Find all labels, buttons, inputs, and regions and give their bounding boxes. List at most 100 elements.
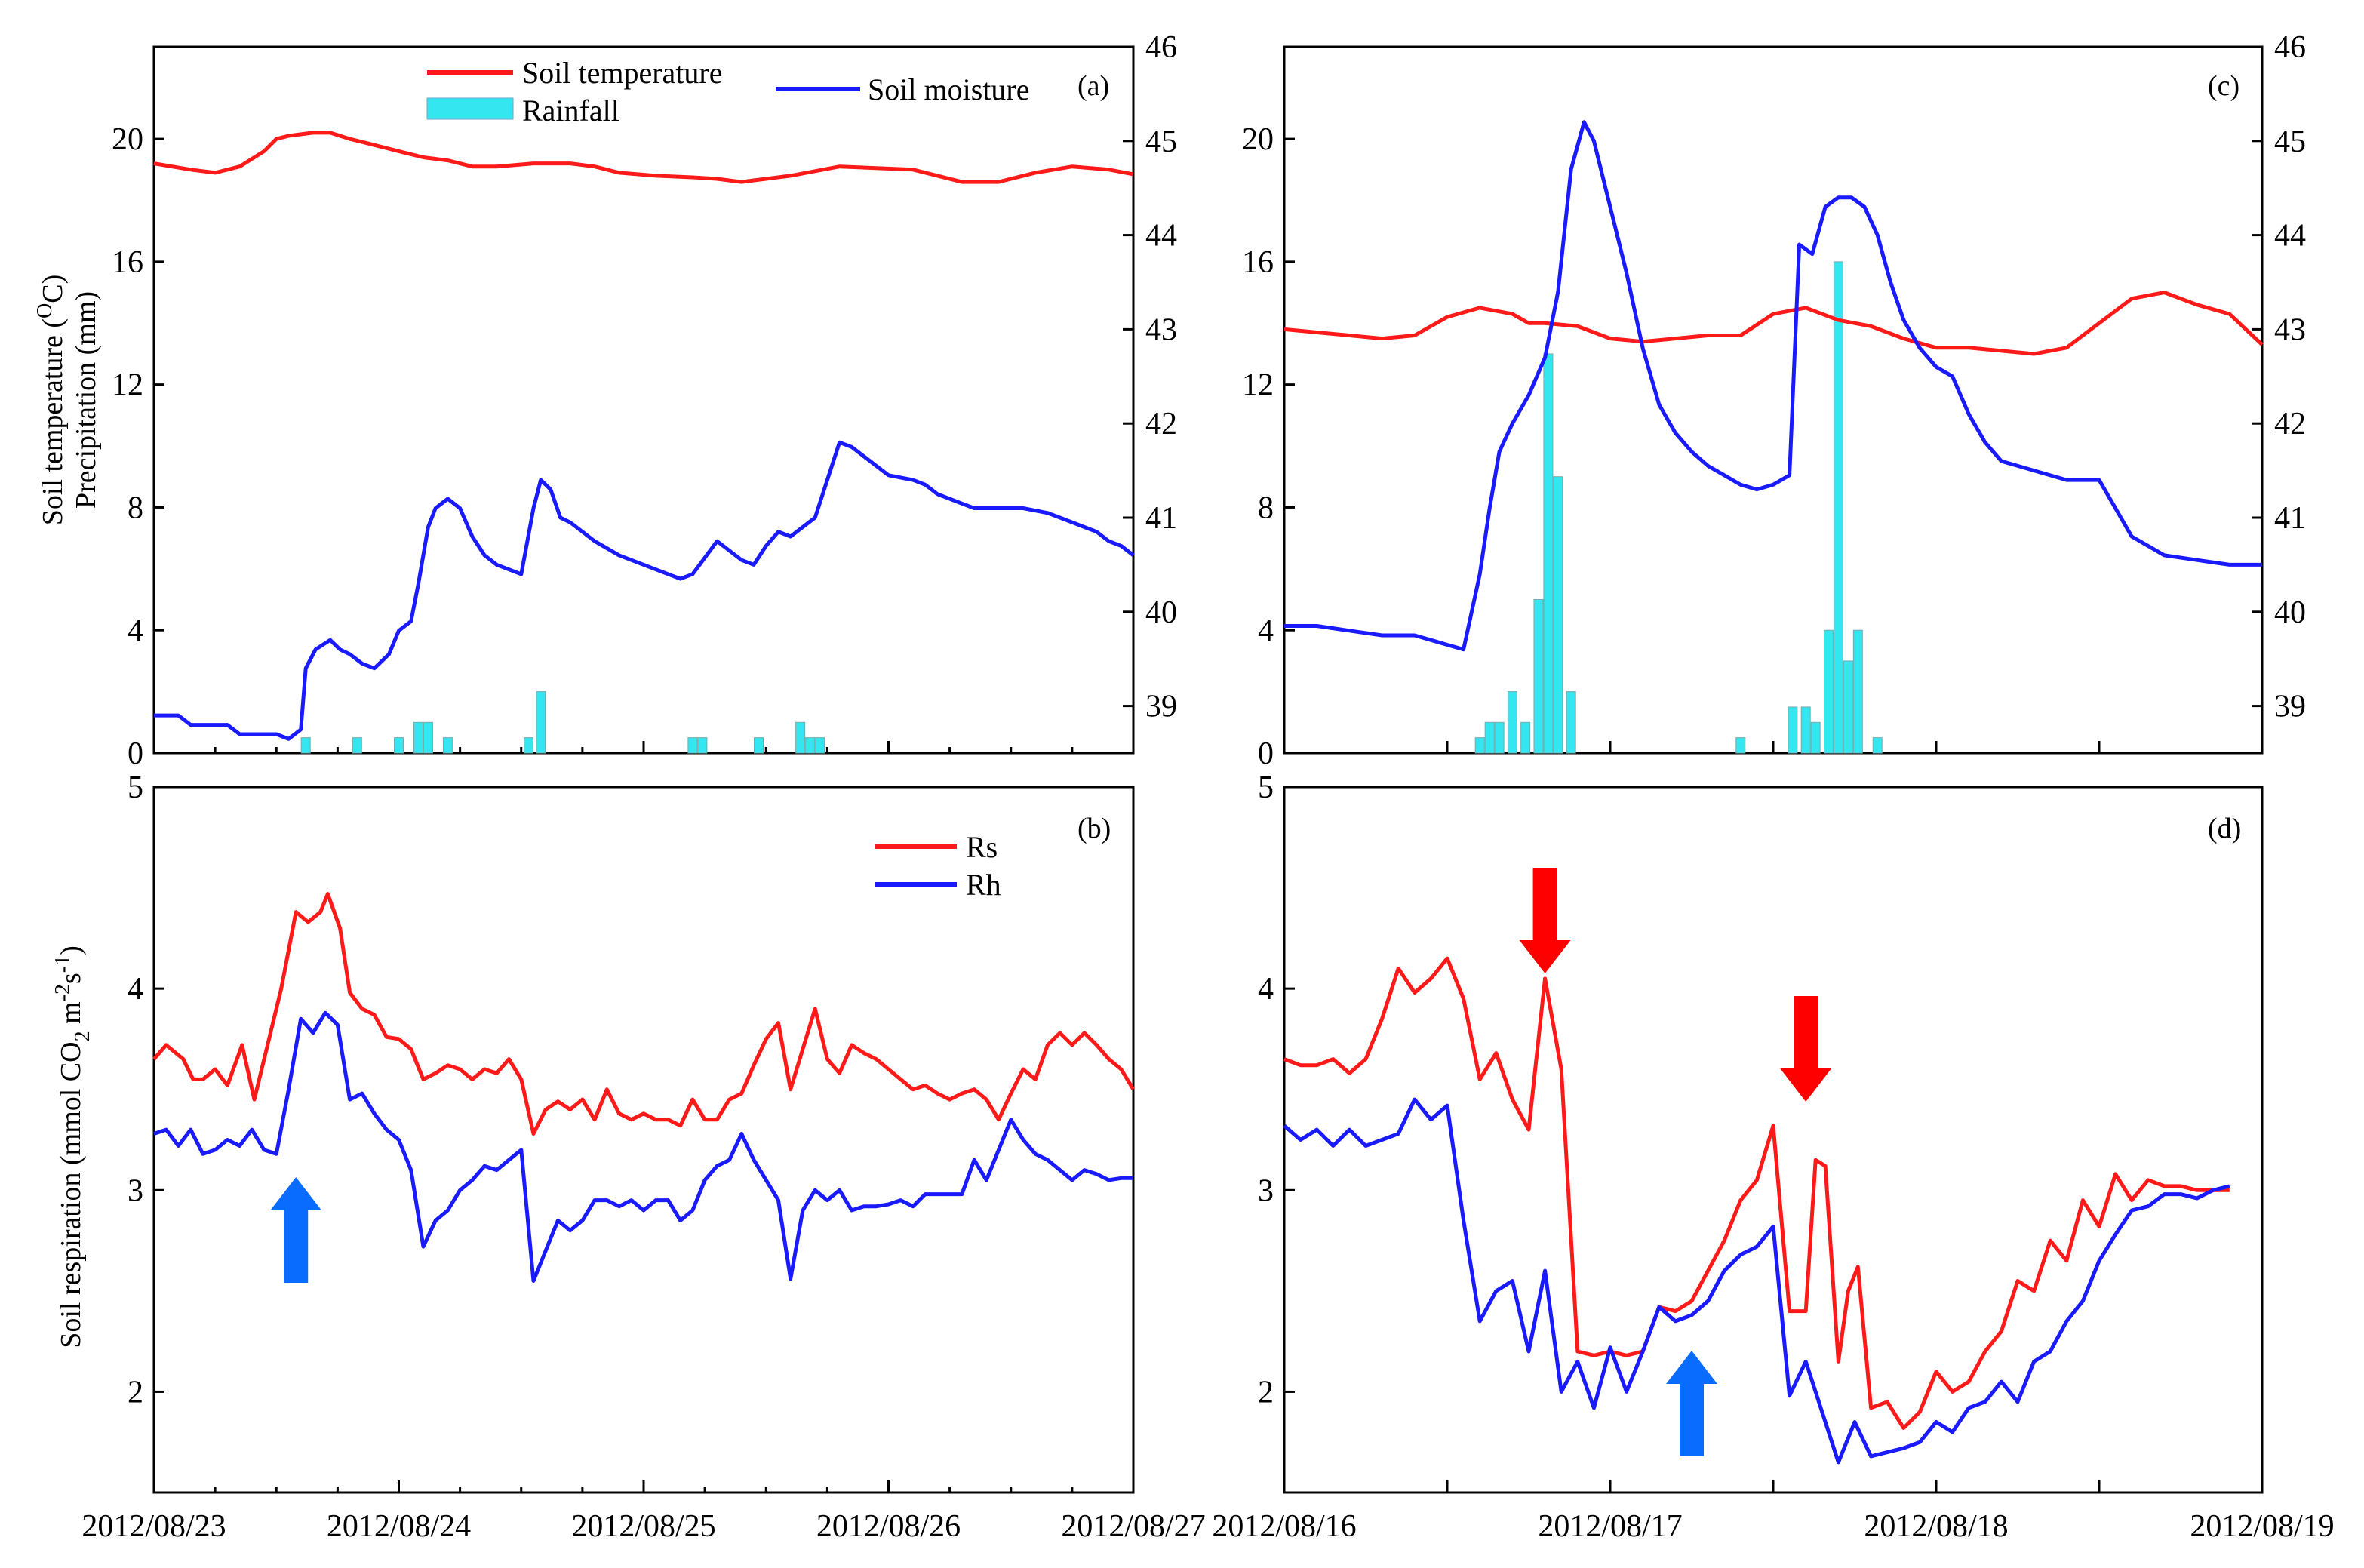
panel-tag-a: (a) — [1077, 70, 1109, 102]
legend-top: Soil temperature Rainfall Soil moisture — [426, 56, 1029, 128]
x-tick-label: 2012/08/19 — [2190, 1509, 2334, 1544]
rainfall-bar — [1843, 660, 1853, 754]
y2-tick-label: 41 — [2274, 501, 2306, 536]
panel-tag-c: (c) — [2208, 70, 2239, 102]
rainfall-bar — [1484, 721, 1495, 754]
rainfall-bar — [1800, 706, 1811, 754]
legend-rainfall-swatch — [426, 97, 514, 120]
rainfall-bar — [1788, 706, 1798, 754]
annotation-arrow-down-red-2 — [1780, 996, 1832, 1102]
series-line-soil-temperature — [1283, 291, 2264, 356]
y-tick-label: 4 — [1258, 972, 1274, 1007]
axis-title-top-sup: O — [33, 303, 57, 318]
y2-tick-label: 41 — [1145, 501, 1177, 536]
panel-b: 2 3 4 5 2012/08/23 2012/08/24 2012/08/25 2012/0… — [81, 770, 1205, 1544]
annotation-arrow-down-red-1 — [1519, 868, 1571, 973]
legend-bottom: Rs Rh — [875, 830, 1001, 902]
rainfall-bar — [1474, 737, 1485, 754]
series-line-rs — [1283, 956, 2230, 1430]
series-line-soil-temperature — [153, 131, 1134, 184]
rainfall-bar — [536, 691, 546, 754]
rainfall-bar — [687, 737, 698, 754]
svg-text:Soil temperature (OC): Soil temperature (OC) — [33, 275, 69, 526]
panel-d: 2 3 4 5 2012/08/16 2012/08/17 2012/08/18 2012/0… — [1212, 770, 2334, 1544]
series-line-soil-moisture — [1284, 120, 2262, 652]
legend-temperature-label: Soil temperature — [522, 56, 722, 90]
legend-rainfall-label: Rainfall — [522, 94, 619, 128]
legend-rs-label: Rs — [966, 830, 998, 864]
x-tick-label: 2012/08/26 — [816, 1509, 961, 1544]
axis-title-bottom-sup2: -1 — [51, 955, 75, 973]
x-tick-label: 2012/08/18 — [1864, 1509, 2008, 1544]
y-tick-label: 8 — [128, 490, 143, 525]
y-tick-label: 0 — [1258, 736, 1274, 771]
panel-tag-d: (d) — [2208, 813, 2241, 844]
rainfall-bar — [1833, 261, 1843, 754]
y2-tick-label: 39 — [1145, 690, 1177, 724]
annotation-arrow-up-blue — [270, 1177, 322, 1283]
y-tick-label: 2 — [1258, 1375, 1274, 1410]
series-line-rh — [153, 1010, 1133, 1283]
y2-tick-label: 42 — [1145, 407, 1177, 441]
rainfall-bar — [805, 737, 816, 754]
x-tick-label: 2012/08/16 — [1212, 1509, 1356, 1544]
rainfall-bar — [1553, 476, 1563, 754]
y2-tick-label: 45 — [1145, 125, 1177, 159]
y-tick-label: 3 — [1258, 1173, 1274, 1208]
top-left-axis-title: Soil temperature (OC) — [33, 275, 69, 526]
rainfall-bar — [423, 721, 433, 754]
y-tick-label: 20 — [1242, 122, 1274, 157]
series-line-rh — [1283, 1097, 2230, 1465]
y-tick-label: 16 — [112, 245, 143, 280]
series-line-rs — [152, 892, 1136, 1136]
y2-tick-label: 44 — [1145, 219, 1177, 254]
svg-text:Soil respiration (mmol CO2 m-2: Soil respiration (mmol CO2 m-2s-1) — [51, 945, 94, 1348]
y2-tick-label: 42 — [2274, 407, 2306, 441]
rainfall-bar — [352, 737, 362, 754]
bottom-left-axis-title: Soil respiration (mmol CO2 m-2s-1) — [51, 945, 94, 1348]
legend-moisture-label: Soil moisture — [868, 72, 1029, 106]
y-tick-label: 3 — [128, 1173, 143, 1208]
rainfall-bar — [394, 737, 404, 754]
rainfall-bar — [1533, 599, 1544, 754]
rainfall-bar — [1852, 629, 1863, 754]
x-tick-label: 2012/08/17 — [1538, 1509, 1682, 1544]
y2-tick-label: 43 — [2274, 312, 2306, 347]
y-tick-label: 4 — [1258, 613, 1274, 648]
y-tick-label: 5 — [1258, 770, 1274, 805]
y-tick-label: 12 — [112, 368, 143, 403]
x-tick-label: 2012/08/24 — [327, 1509, 471, 1544]
rainfall-bar — [1735, 737, 1746, 754]
top-left-axis-title-2: Precipitation (mm) — [70, 291, 102, 509]
y2-tick-label: 40 — [1145, 595, 1177, 630]
y2-tick-label: 39 — [2274, 690, 2306, 724]
y-tick-label: 20 — [112, 122, 143, 157]
rainfall-bar — [300, 737, 311, 754]
axis-title-bottom-sup1: -2 — [51, 984, 75, 1001]
rainfall-bar — [1543, 353, 1554, 754]
rainfall-bar — [697, 737, 708, 754]
rainfall-bar — [754, 737, 764, 754]
y2-tick-label: 46 — [1145, 30, 1177, 65]
rainfall-bar — [442, 737, 453, 754]
rainfall-bar — [1566, 691, 1576, 754]
rainfall-bar — [1872, 737, 1883, 754]
rainfall-bar — [815, 737, 825, 754]
y2-tick-label: 40 — [2274, 595, 2306, 630]
rainfall-bar — [795, 721, 806, 754]
y-tick-label: 5 — [128, 770, 143, 805]
y-tick-label: 8 — [1258, 490, 1274, 525]
y-tick-label: 2 — [128, 1375, 143, 1410]
x-tick-label: 2012/08/25 — [571, 1509, 715, 1544]
panel-tag-b: (b) — [1077, 813, 1111, 844]
axis-title-bottom-b: m — [55, 1001, 87, 1031]
y-tick-label: 0 — [128, 736, 143, 771]
annotation-arrow-up-blue-2 — [1666, 1351, 1717, 1456]
axis-title-bottom-a: Soil respiration (mmol CO — [55, 1041, 87, 1348]
axis-title-top-l2: Precipitation (mm) — [70, 291, 102, 509]
y-tick-label: 4 — [128, 613, 143, 648]
axis-title-top-l1: Soil temperature ( — [37, 318, 69, 525]
plot-frame — [152, 45, 1135, 755]
y2-tick-label: 44 — [2274, 219, 2306, 254]
